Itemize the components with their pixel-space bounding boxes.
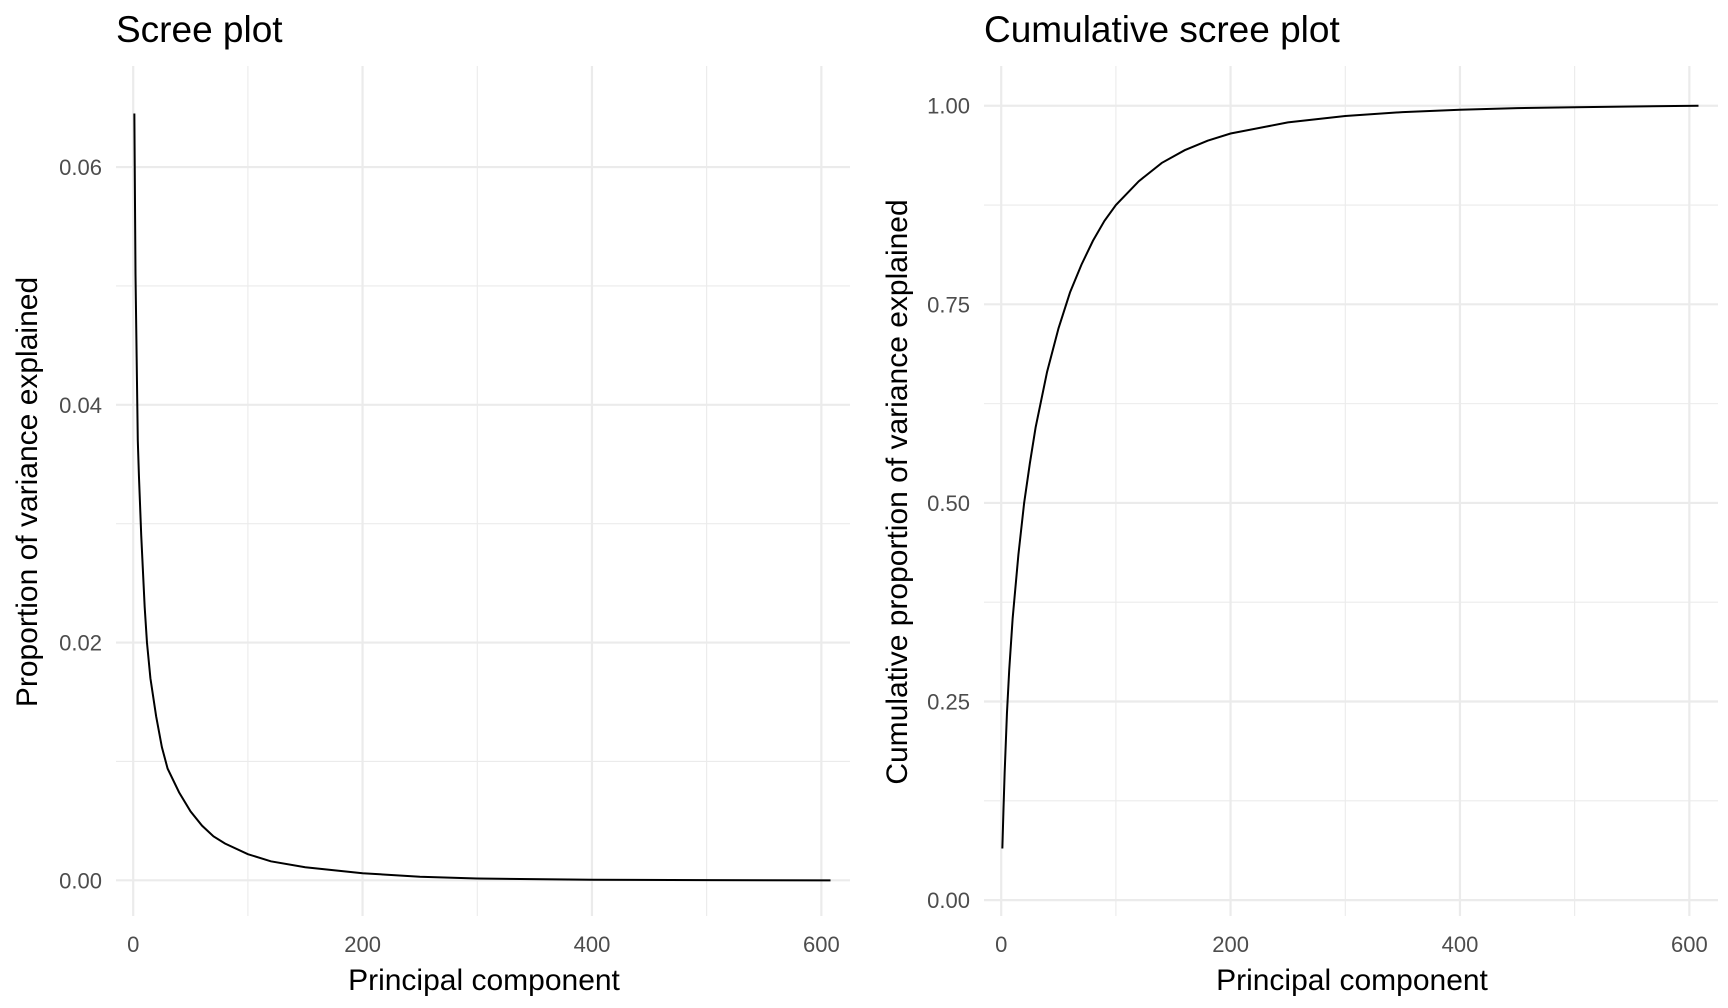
scree-plot-title: Scree plot xyxy=(116,9,283,50)
cumulative-scree-plot-series-line xyxy=(1001,104,1699,849)
cumulative-scree-plot-x-tick-label: 200 xyxy=(1212,932,1249,957)
scree-plot-grid xyxy=(116,66,850,916)
cumulative-scree-plot-title: Cumulative scree plot xyxy=(984,9,1340,50)
cumulative-scree-plot-x-tick-label: 400 xyxy=(1442,932,1479,957)
scree-plot-y-axis-title: Proportion of variance explained xyxy=(11,277,44,707)
cumulative-scree-plot-y-axis-title: Cumulative proportion of variance explai… xyxy=(881,199,914,784)
scree-plot-x-tick-label: 400 xyxy=(574,932,611,957)
scree-plot-x-tick-label: 0 xyxy=(127,932,139,957)
cumulative-scree-plot-y-ticks: 0.00 0.25 0.50 0.75 1.00 xyxy=(927,94,970,913)
scree-plot-y-tick-label: 0.00 xyxy=(59,868,102,893)
cumulative-scree-plot-x-tick-label: 600 xyxy=(1671,932,1708,957)
cumulative-scree-plot-grid xyxy=(984,66,1718,916)
cumulative-scree-plot-y-tick-label: 1.00 xyxy=(927,94,970,119)
scree-plot-x-ticks: 0 200 400 600 xyxy=(127,932,840,957)
cumulative-scree-plot-panel: Cumulative scree plot 0.00 0.25 0.50 0.75 1.… xyxy=(881,9,1718,997)
scree-plot-panel: Scree plot 0.00 0.02 0.04 0.06 0 200 400 600 P… xyxy=(11,9,850,997)
scree-plot-x-tick-label: 600 xyxy=(803,932,840,957)
cumulative-scree-plot-series xyxy=(1001,104,1699,849)
cumulative-scree-plot-x-ticks: 0 200 400 600 xyxy=(995,932,1708,957)
cumulative-scree-plot-x-tick-label: 0 xyxy=(995,932,1007,957)
cumulative-scree-plot-y-tick-label: 0.25 xyxy=(927,690,970,715)
scree-plot-x-tick-label: 200 xyxy=(344,932,381,957)
scree-plot-y-tick-label: 0.06 xyxy=(59,155,102,180)
scree-plot-y-tick-label: 0.02 xyxy=(59,631,102,656)
scree-plot-x-axis-title: Principal component xyxy=(348,964,620,997)
cumulative-scree-plot-y-tick-label: 0.75 xyxy=(927,292,970,317)
cumulative-scree-plot-y-tick-label: 0.00 xyxy=(927,888,970,913)
cumulative-scree-plot-x-axis-title: Principal component xyxy=(1216,964,1488,997)
cumulative-scree-plot-y-tick-label: 0.50 xyxy=(927,491,970,516)
scree-plot-y-ticks: 0.00 0.02 0.04 0.06 xyxy=(59,155,102,893)
scree-plot-y-tick-label: 0.04 xyxy=(59,393,102,418)
scree-plot-series xyxy=(133,113,831,882)
scree-plot-series-line xyxy=(133,113,831,882)
